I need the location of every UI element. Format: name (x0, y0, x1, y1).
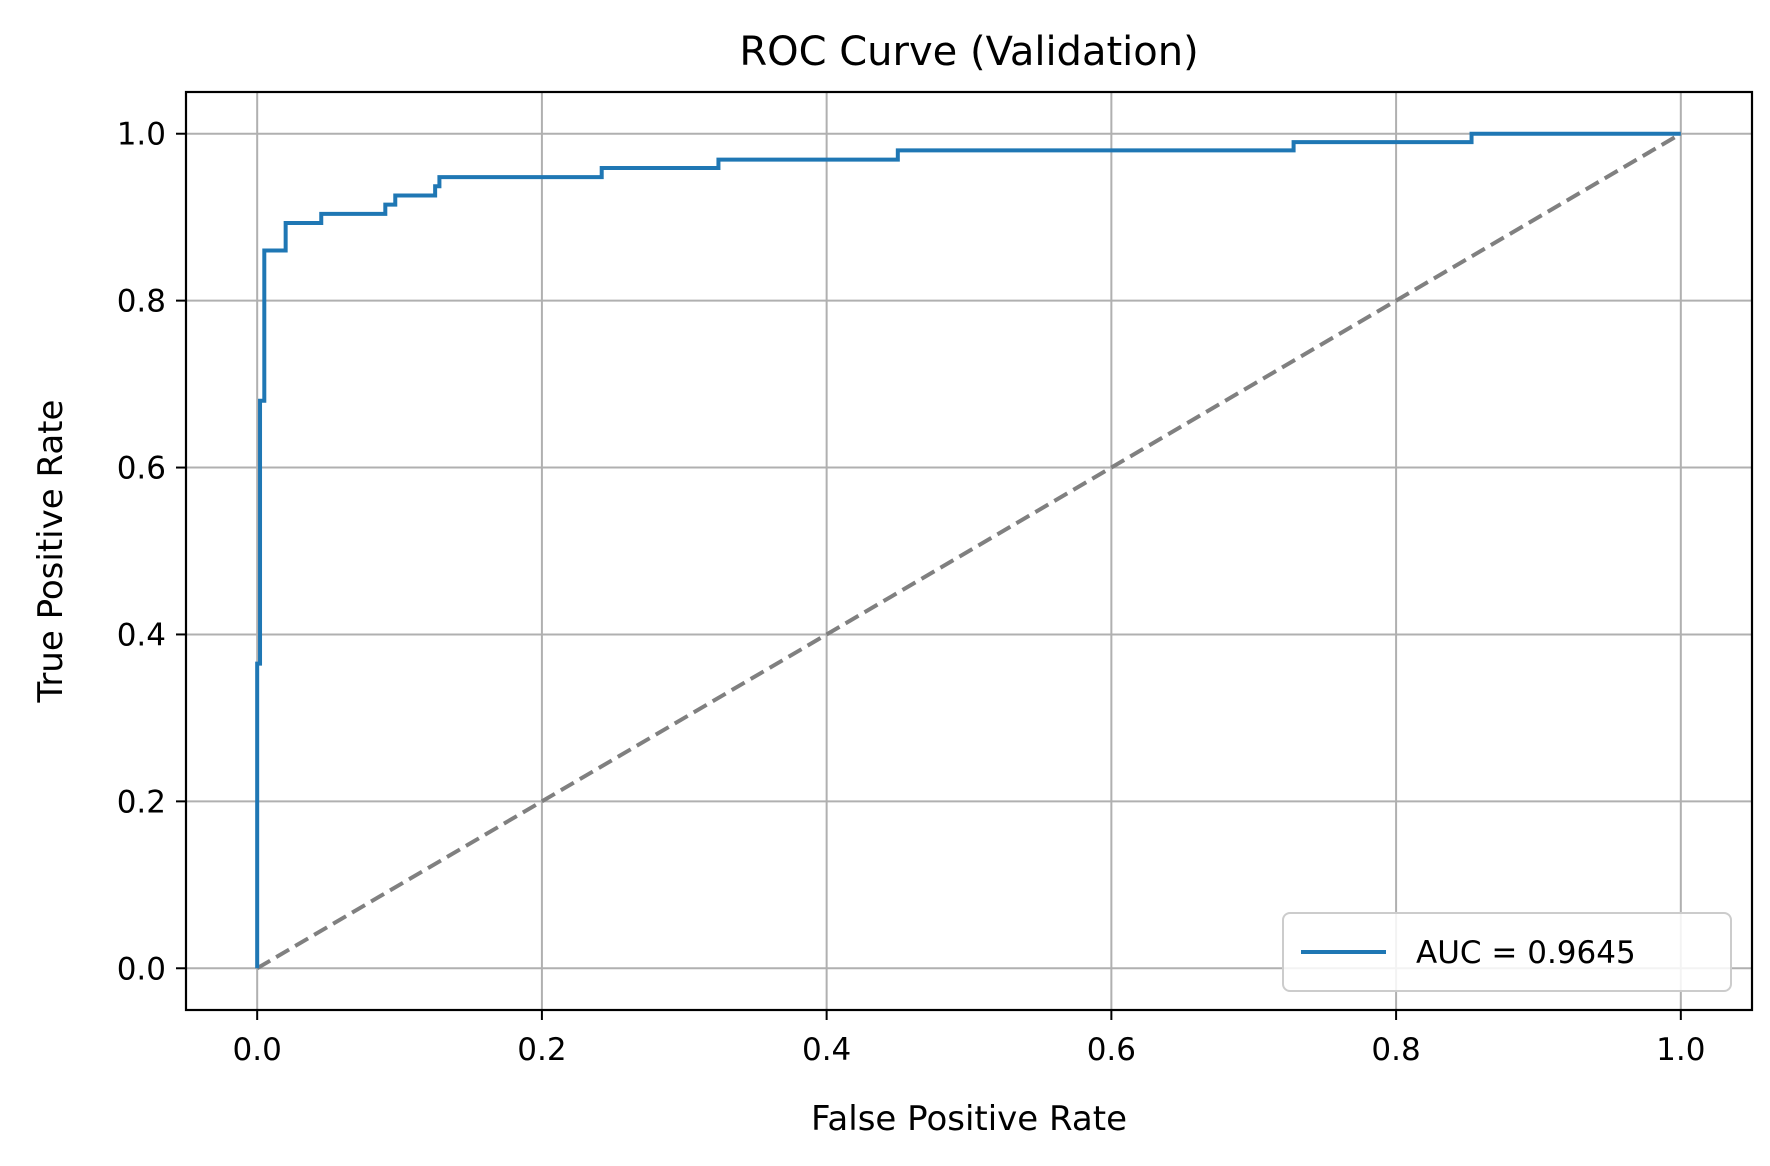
legend-frame (1282, 912, 1732, 992)
y-tick-label: 0.0 (117, 951, 166, 987)
legend-label-auc: AUC = 0.9645 (1416, 935, 1636, 971)
series-layer (255, 131, 1682, 970)
chart-title: ROC Curve (Validation) (739, 29, 1198, 75)
legend: AUC = 0.9645 (1282, 912, 1732, 992)
y-tick-label: 0.4 (117, 617, 166, 653)
plot-frame (184, 90, 1754, 1012)
x-tick-label: 0.0 (233, 1032, 282, 1068)
ticks: 0.0 0.2 0.4 0.6 0.8 1.0 0.0 0.2 0.4 0.6 0.8 1.0 (117, 117, 1706, 1068)
x-tick-label: 0.6 (1087, 1032, 1136, 1068)
x-tick-label: 1.0 (1656, 1032, 1705, 1068)
x-tick-label: 0.8 (1371, 1032, 1420, 1068)
roc-curve-line (255, 131, 1681, 969)
y-axis-label: True Positive Rate (31, 400, 71, 704)
y-tick-label: 0.8 (117, 284, 166, 320)
x-tick-label: 0.2 (517, 1032, 566, 1068)
y-tick-label: 0.2 (117, 784, 166, 820)
y-tick-label: 1.0 (117, 117, 166, 153)
diagonal-reference-line (256, 132, 1682, 970)
y-tick-label: 0.6 (117, 451, 166, 487)
x-tick-label: 0.4 (802, 1032, 851, 1068)
x-axis-label: False Positive Rate (811, 1099, 1127, 1139)
